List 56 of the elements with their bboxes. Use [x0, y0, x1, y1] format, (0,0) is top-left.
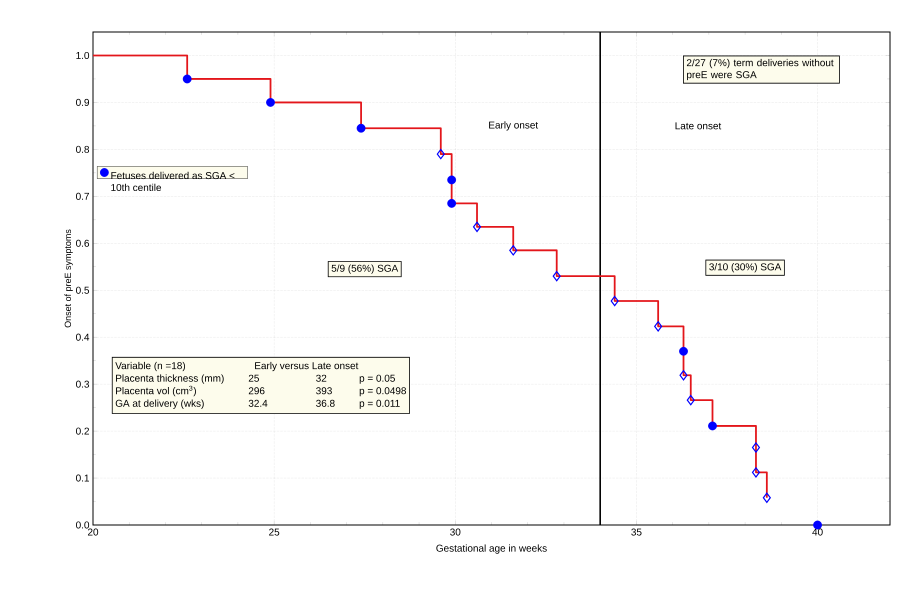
point	[752, 467, 760, 478]
point	[447, 198, 456, 208]
x-tick-label: 30	[450, 528, 460, 536]
point	[509, 245, 518, 256]
annotation: 32.4	[248, 400, 268, 407]
annotation: 25	[248, 374, 259, 382]
point	[266, 98, 275, 107]
y-tick-label: 1.0	[76, 52, 90, 59]
point	[654, 321, 662, 332]
point	[447, 175, 456, 184]
annotation: 393	[316, 387, 332, 394]
x-tick-label: 25	[269, 528, 280, 536]
y-tick-label: 0.5	[76, 286, 90, 294]
x-axis-title: Gestational age in weeks	[436, 544, 547, 554]
y-axis-title: Onset of preE symptoms	[64, 230, 73, 328]
y-tick-label: 0.9	[76, 98, 90, 106]
annotation: 3/10 (30%) SGA	[709, 263, 782, 272]
point	[686, 394, 695, 406]
annotation: Placenta thickness (mm)	[116, 374, 224, 384]
point	[762, 492, 771, 503]
annotation: Late onset	[676, 122, 722, 130]
point	[610, 296, 619, 306]
annotation: 36.8	[316, 400, 335, 407]
point	[752, 442, 760, 453]
y-tick-label: 0.3	[76, 380, 90, 388]
annotation: Early versus Late onset	[255, 362, 358, 372]
annotation: Placenta vol (cm$^{3}$)	[116, 386, 196, 396]
annotation: GA at delivery (wks)	[116, 400, 204, 409]
point	[436, 148, 445, 160]
annotation: Early onset	[489, 121, 538, 131]
annotation: p = 0.011	[360, 400, 400, 409]
point	[472, 222, 482, 232]
point	[182, 74, 192, 84]
point	[552, 270, 561, 282]
y-tick-label: 0.8	[76, 146, 90, 153]
legend-label: Fetuses delivered as SGA < 10th centile	[111, 172, 234, 192]
annotation: 296	[248, 387, 264, 394]
annotation: 5/9 (56%) SGA	[332, 264, 398, 274]
y-tick-label: 0.6	[76, 240, 90, 247]
annotation: 2/27 (7%) term deliveries without preE were SGA	[686, 58, 834, 80]
x-tick-label: 20	[88, 528, 98, 536]
annotation: 32	[316, 374, 326, 382]
y-tick-label: 0.4	[76, 334, 90, 341]
annotation: p = 0.0498	[360, 387, 406, 396]
y-tick-label: 0.1	[76, 474, 90, 482]
point	[679, 370, 688, 380]
annotation: p = 0.05	[360, 374, 395, 384]
point	[708, 422, 717, 430]
y-tick-label: 0.7	[76, 192, 89, 200]
annotation: Variable (n =18)	[115, 362, 186, 372]
x-tick-label: 35	[631, 528, 642, 536]
x-tick-label: 40	[812, 528, 823, 536]
y-tick-label: 0.0	[76, 521, 90, 529]
y-tick-label: 0.2	[76, 428, 89, 435]
point	[679, 346, 688, 356]
point	[356, 124, 366, 133]
